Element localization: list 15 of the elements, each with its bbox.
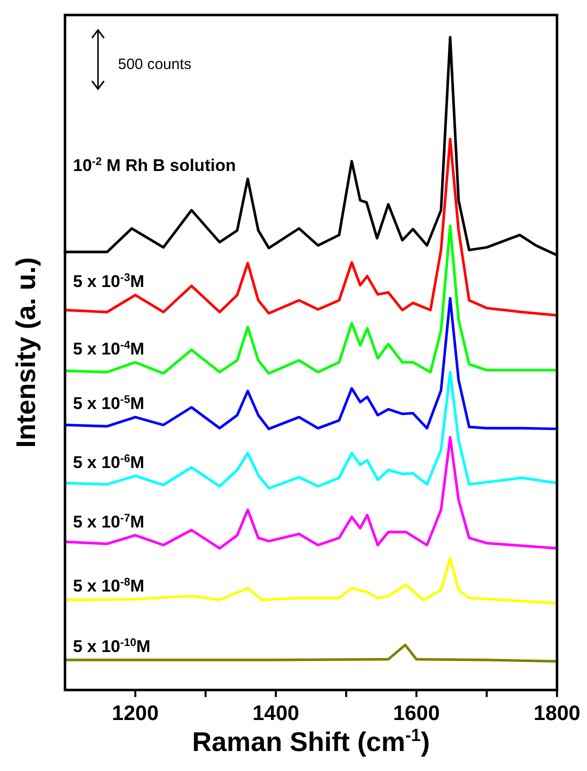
y-axis-title: Intensity (a. u.) <box>11 257 41 448</box>
series-label: 5 x 10$^{-10}$M <box>73 636 150 656</box>
series-label: 5 x 10$^{-7}$M <box>73 512 144 532</box>
series-label: 5 x 10$^{-3}$M <box>73 272 144 292</box>
x-tick-label: 1800 <box>534 702 580 725</box>
series-label: 5 x 10$^{-5}$M <box>73 394 144 414</box>
x-axis-title: Raman Shift (cm$^{-1}$) <box>192 725 430 757</box>
annotation: 500 counts <box>118 56 192 73</box>
x-tick-label: 1200 <box>112 702 159 725</box>
x-tick-label: 1600 <box>393 702 440 725</box>
series-label: 5 x 10$^{-8}$M <box>73 576 144 596</box>
series-label: 5 x 10$^{-6}$M <box>73 452 144 472</box>
series-label: 5 x 10$^{-4}$M <box>73 339 144 358</box>
x-tick-label: 1400 <box>252 702 300 725</box>
series-label: 10$^{-2}$ M Rh B solution <box>73 156 236 175</box>
